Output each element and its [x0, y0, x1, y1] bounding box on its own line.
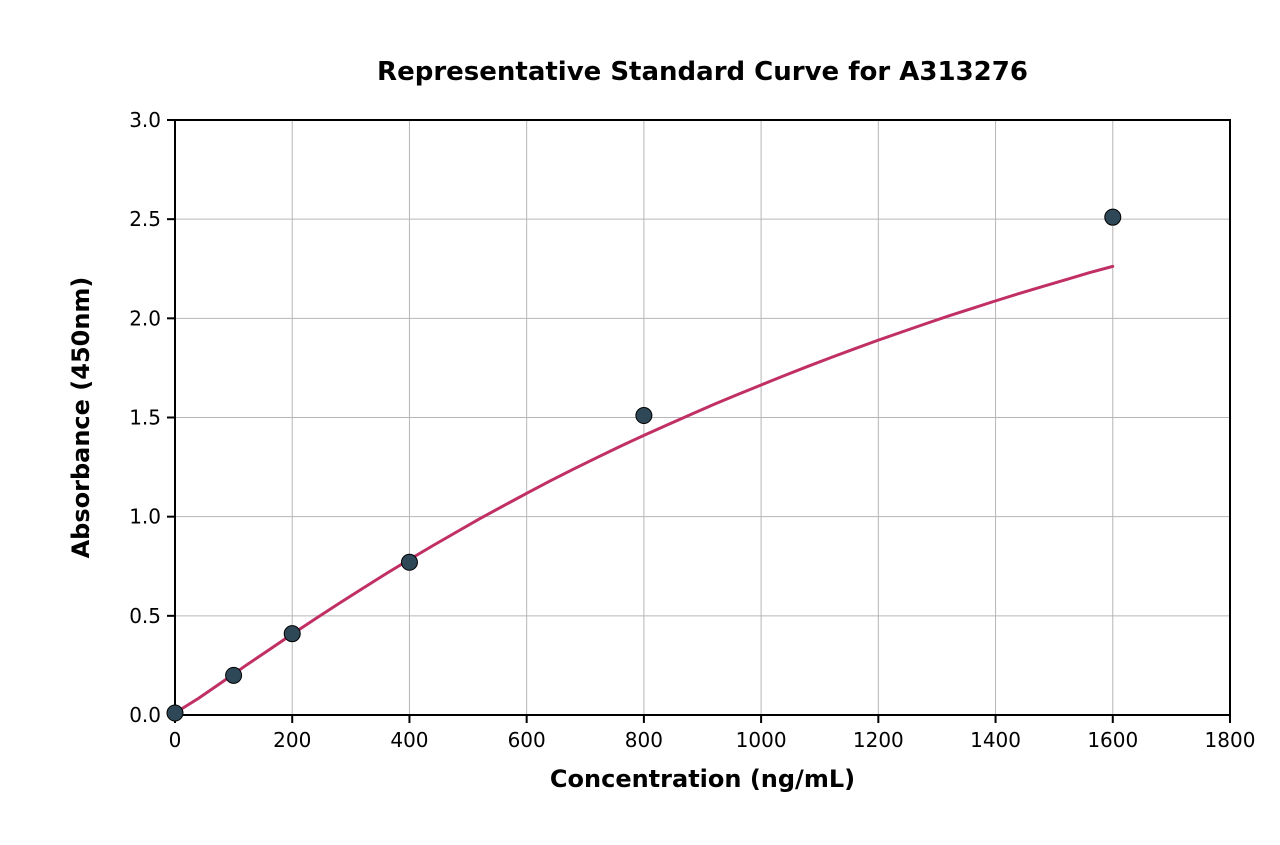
y-tick-label: 3.0	[129, 108, 161, 132]
x-tick-label: 1800	[1205, 728, 1256, 752]
x-tick-label: 1200	[853, 728, 904, 752]
y-tick-label: 0.0	[129, 703, 161, 727]
x-tick-label: 1600	[1087, 728, 1138, 752]
y-tick-label: 1.5	[129, 406, 161, 430]
data-point	[636, 408, 652, 424]
x-axis-label: Concentration (ng/mL)	[550, 765, 855, 793]
x-tick-label: 800	[625, 728, 663, 752]
y-axis-label: Absorbance (450nm)	[67, 277, 95, 559]
x-tick-label: 1400	[970, 728, 1021, 752]
y-tick-label: 1.0	[129, 505, 161, 529]
y-tick-label: 2.5	[129, 207, 161, 231]
data-point	[284, 626, 300, 642]
chart-svg: 0 200 400 600 800 1000 1200 1400 1600 1800 0.0 0.5 1…	[0, 0, 1280, 845]
data-point	[226, 667, 242, 683]
y-tick-label: 2.0	[129, 306, 161, 330]
data-point	[167, 705, 183, 721]
x-tick-label: 400	[390, 728, 428, 752]
y-tick-label: 0.5	[129, 604, 161, 628]
x-tick-label: 0	[169, 728, 182, 752]
x-tick-label: 600	[508, 728, 546, 752]
chart-container: 0 200 400 600 800 1000 1200 1400 1600 1800 0.0 0.5 1…	[0, 0, 1280, 845]
x-tick-label: 200	[273, 728, 311, 752]
data-point	[1105, 209, 1121, 225]
data-point	[401, 554, 417, 570]
chart-title: Representative Standard Curve for A31327…	[377, 57, 1028, 87]
x-tick-label: 1000	[736, 728, 787, 752]
